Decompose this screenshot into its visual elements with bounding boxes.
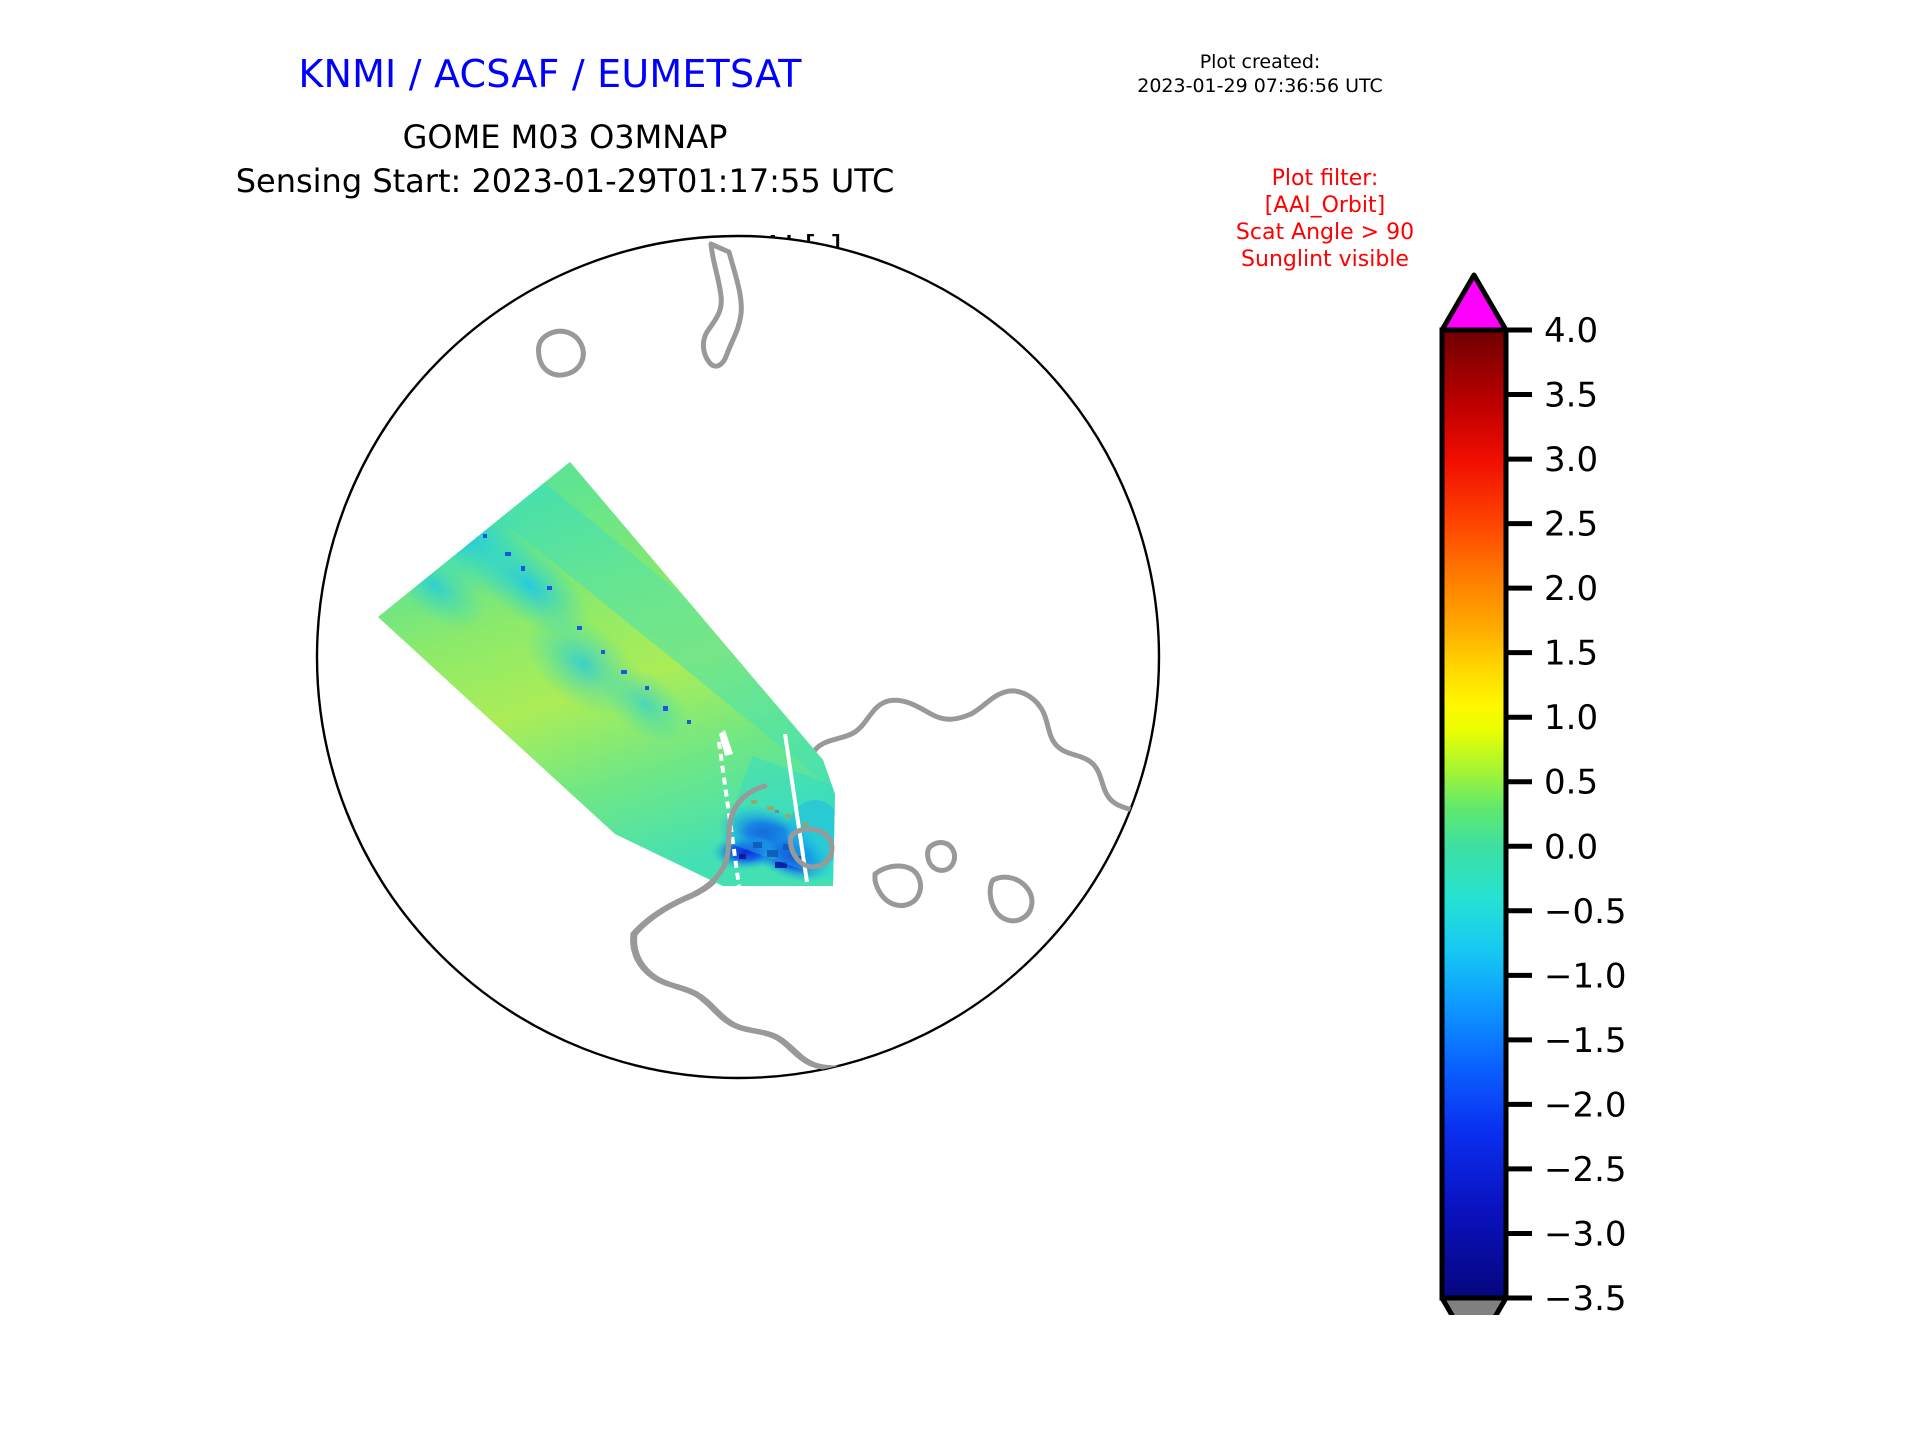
page-title: GOME M03 O3MNAP Sensing Start: 2023-01-2… (0, 115, 1130, 203)
colorbar-tick-labels: 4.0 3.5 3.0 2.5 2.0 1.5 1.0 0.5 0.0 −0.5 −1.0 −1.5 −… (1544, 311, 1627, 1315)
colorbar-tick-label: −3.5 (1544, 1279, 1627, 1315)
colorbar-tick-label: 1.0 (1544, 698, 1598, 738)
plot-created-time: 2023-01-29 07:36:56 UTC (1137, 75, 1383, 97)
colorbar-tick-label: 3.0 (1544, 440, 1598, 480)
data-gap-stripes (717, 733, 809, 886)
colorbar-tick-label: −3.0 (1544, 1214, 1627, 1254)
plot-created-label: Plot created: (1199, 51, 1321, 73)
filter-line-1: [AAI_Orbit] (1264, 193, 1386, 218)
colorbar-canvas: 4.0 3.5 3.0 2.5 2.0 1.5 1.0 0.5 0.0 −0.5 −1.0 −1.5 −… (1439, 272, 1627, 1315)
colorbar-tick-label: −2.5 (1544, 1150, 1627, 1190)
plot-filter-block: Plot filter: [AAI_Orbit] Scat Angle > 90… (1180, 165, 1470, 273)
filter-line-2: Scat Angle > 90 (1235, 220, 1415, 245)
colorbar-gradient (1439, 327, 1509, 1301)
colorbar-panel: 4.0 3.5 3.0 2.5 2.0 1.5 1.0 0.5 0.0 −0.5 −1.0 −1.5 −… (1420, 225, 1680, 1315)
organisations-title: KNMI / ACSAF / EUMETSAT (298, 52, 802, 96)
colorbar-over-arrow (1439, 272, 1509, 333)
map-canvas (315, 234, 1161, 1080)
colorbar-tick-label: 2.0 (1544, 569, 1598, 609)
colorbar-tick-label: 0.0 (1544, 827, 1598, 867)
colorbar-tick-label: −1.0 (1544, 956, 1627, 996)
colorbar-tick-label: 1.5 (1544, 634, 1598, 674)
colorbar-tick-label: 0.5 (1544, 763, 1598, 803)
colorbar-under-arrow-shape (1439, 1295, 1509, 1315)
colorbar-tick-label: 4.0 (1544, 311, 1598, 351)
colorbar-tick-label: −1.5 (1544, 1021, 1627, 1061)
filter-line-0: Plot filter: (1271, 166, 1379, 191)
map-panel (315, 234, 1161, 1080)
colorbar-ticks (1506, 327, 1532, 1301)
sensing-start-title: Sensing Start: 2023-01-29T01:17:55 UTC (235, 162, 895, 200)
colorbar-tick-label: −2.0 (1544, 1085, 1627, 1125)
filter-line-3: Sunglint visible (1241, 247, 1409, 272)
colorbar-tick-label: 2.5 (1544, 505, 1598, 545)
colorbar-tick-label: −0.5 (1544, 892, 1627, 932)
instrument-title: GOME M03 O3MNAP (402, 118, 728, 156)
plot-created-block: Plot created: 2023-01-29 07:36:56 UTC (1110, 50, 1410, 98)
colorbar-tick-label: 3.5 (1544, 376, 1598, 416)
